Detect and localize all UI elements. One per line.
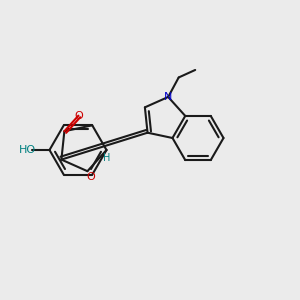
Text: H: H: [103, 153, 111, 163]
Text: HO: HO: [18, 145, 36, 155]
Text: N: N: [164, 92, 172, 102]
Text: O: O: [86, 172, 95, 182]
Text: O: O: [74, 111, 83, 121]
